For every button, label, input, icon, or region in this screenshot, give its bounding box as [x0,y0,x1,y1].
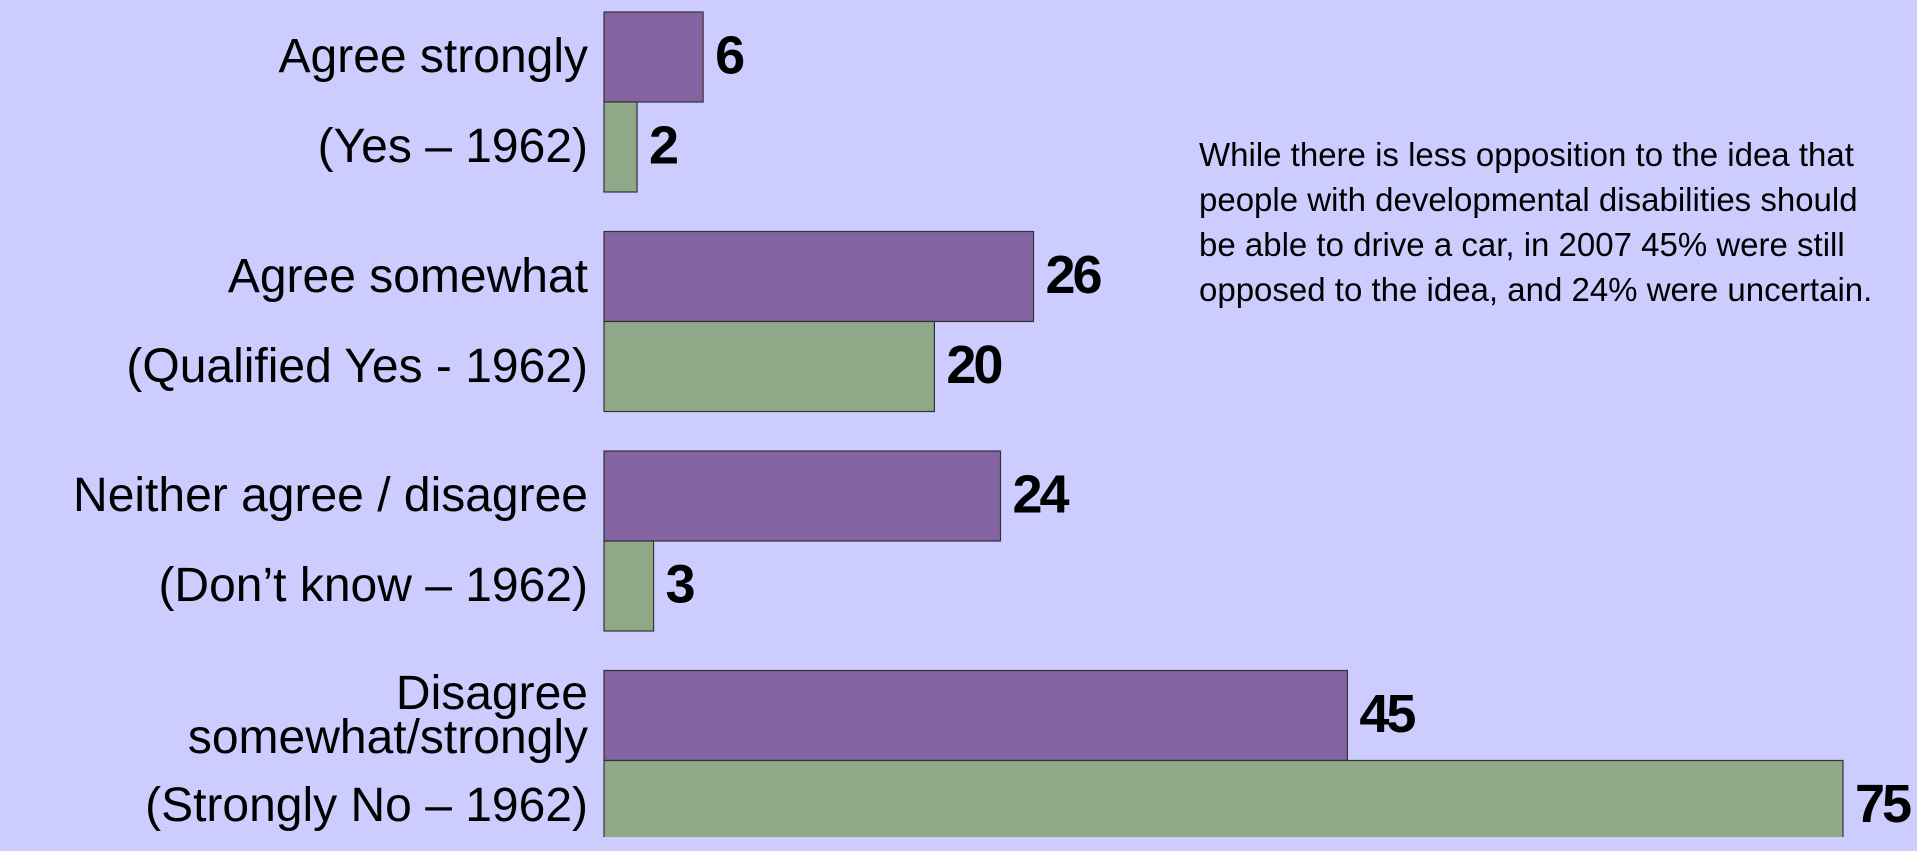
category-label: (Strongly No – 1962) [145,778,588,832]
bar [603,320,935,413]
category-label: Agree strongly [278,30,589,83]
category-label: Disagree somewhat/strongly [187,666,588,764]
value-label: 45 [1359,684,1415,744]
bar [603,101,638,193]
value-label: 3 [666,554,695,614]
bar [603,230,1035,323]
value-label: 24 [1012,464,1069,524]
value-label: 6 [715,25,744,85]
category-label: (Qualified Yes - 1962) [126,339,588,393]
value-label: 20 [946,335,1001,395]
value-label: 26 [1046,245,1102,305]
bar [603,540,655,632]
value-label: 2 [649,115,677,175]
bar [603,450,1002,542]
bar [603,669,1349,762]
bar [603,759,1844,837]
category-label: Agree somewhat [227,249,588,303]
annotation: While there is less opposition to the id… [1199,136,1873,308]
category-label: (Don’t know – 1962) [158,559,588,612]
bar [603,11,704,103]
category-label: (Yes – 1962) [317,120,588,173]
value-label: 75 [1855,774,1911,834]
category-label: Neither agree / disagree [73,469,588,522]
